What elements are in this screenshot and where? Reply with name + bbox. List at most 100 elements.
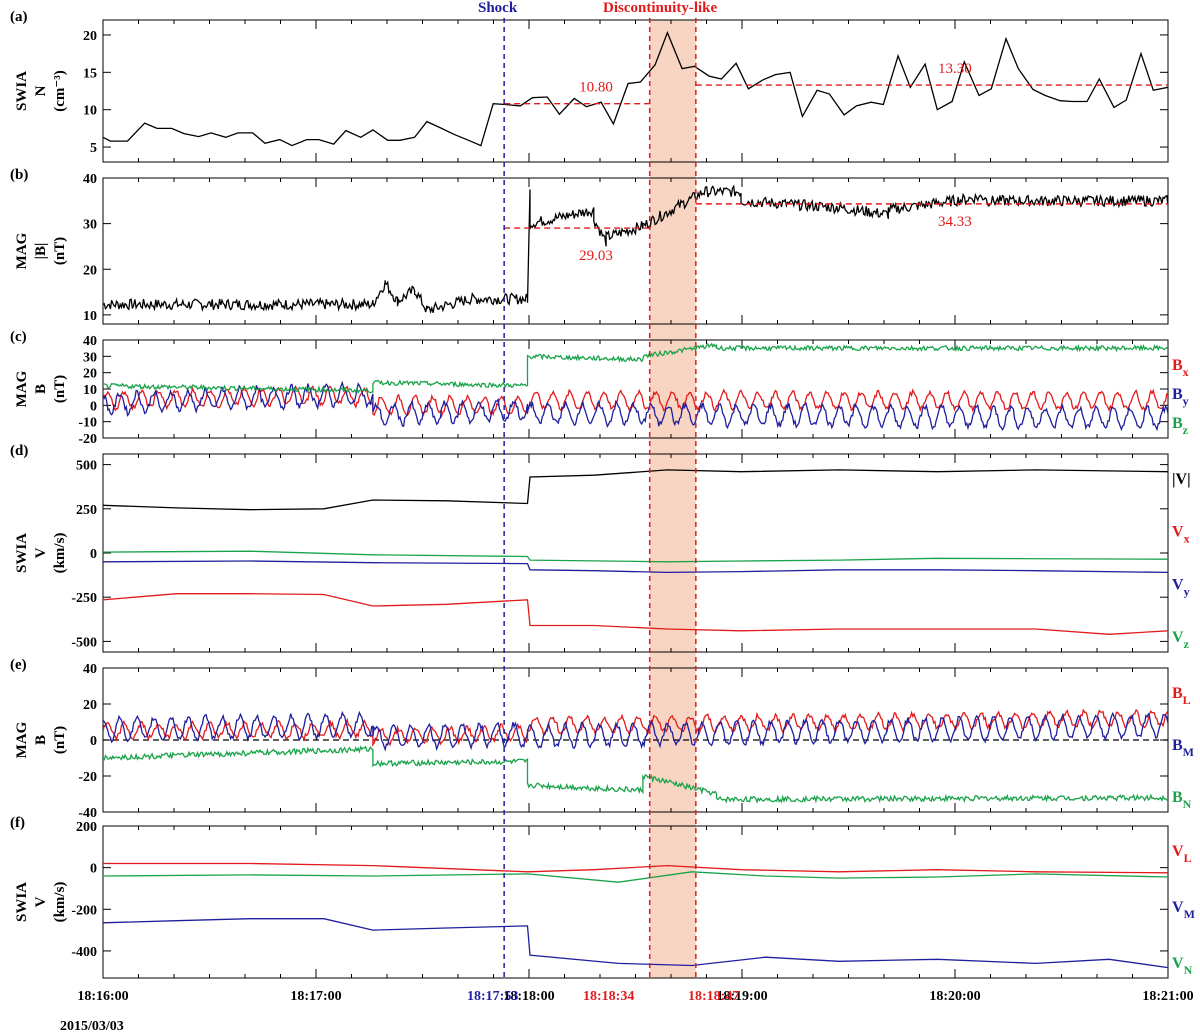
y-axis-label: (km/s) xyxy=(52,882,68,923)
legend-entry: Vy xyxy=(1172,576,1190,598)
panel-d: -500 -250 0 250 500 (d) SWIA V (km/s) |V| Vx Vy Vz xyxy=(10,443,1191,653)
y-tick-label: 250 xyxy=(76,503,97,518)
legend-entry: Bz xyxy=(1172,415,1189,437)
y-tick-label: 20 xyxy=(83,698,97,713)
series-line-v xyxy=(103,469,1168,511)
x-tick-label: 18:18:00 xyxy=(503,989,554,1004)
y-axis-label: MAG xyxy=(14,370,30,407)
legend-entry: Bx xyxy=(1172,357,1189,379)
mean-value-label: 10.80 xyxy=(579,80,613,96)
series-line-bz xyxy=(103,342,1168,395)
legend-entry: Vx xyxy=(1172,524,1190,546)
panel-letter: (c) xyxy=(10,329,27,345)
series-line-main xyxy=(103,30,1168,147)
y-tick-label: -200 xyxy=(71,903,97,918)
y-tick-label: 40 xyxy=(83,334,97,349)
y-axis-label: V xyxy=(33,896,49,907)
y-tick-label: 500 xyxy=(76,459,97,474)
discontinuity-shade xyxy=(649,20,696,978)
date-label: 2015/03/03 xyxy=(60,1019,124,1034)
y-tick-label: -40 xyxy=(78,806,97,821)
legend-entry: |V| xyxy=(1172,471,1191,488)
y-axis-label: (nT) xyxy=(52,726,68,754)
shock-time-label: 18:17:53 xyxy=(467,989,518,1004)
y-axis-label: MAG xyxy=(14,232,30,269)
y-tick-label: 5 xyxy=(90,141,97,156)
panel-f: -400 -200 0 200 (f) SWIA V (km/s) VL VM VN xyxy=(10,815,1195,979)
shock-label: Shock xyxy=(478,0,518,16)
series-line-bn xyxy=(103,745,1168,804)
y-tick-label: 20 xyxy=(83,263,97,278)
y-axis-label: V xyxy=(33,547,49,558)
y-tick-label: -10 xyxy=(78,416,97,431)
x-tick-label: 18:21:00 xyxy=(1142,989,1193,1004)
panel-frame xyxy=(102,177,1169,325)
x-tick-label: 18:16:00 xyxy=(77,989,128,1004)
y-axis-label: (cm⁻³) xyxy=(52,70,68,112)
discontinuity-end-time-label: 18:18:47 xyxy=(688,989,739,1004)
series-line-vz xyxy=(103,550,1168,563)
discontinuity-label: Discontinuity-like xyxy=(603,0,718,16)
legend-entry: By xyxy=(1172,386,1189,408)
discontinuity-start-time-label: 18:18:34 xyxy=(583,989,634,1004)
x-tick-label: 18:20:00 xyxy=(929,989,980,1004)
y-tick-label: 30 xyxy=(83,350,97,365)
y-tick-label: 0 xyxy=(90,862,97,877)
y-tick-label: 0 xyxy=(90,547,97,562)
series-line-vx xyxy=(103,593,1168,635)
series-line-bl xyxy=(103,708,1168,748)
legend-entry: BL xyxy=(1172,685,1191,707)
legend-entry: Vz xyxy=(1172,629,1190,651)
panel-frame xyxy=(102,825,1169,979)
y-axis-label: MAG xyxy=(14,721,30,758)
panel-a: 5 10 15 20 (a) SWIA N (cm⁻³) 10.80 13.30 xyxy=(10,9,1169,163)
x-tick-label: 18:17:00 xyxy=(290,989,341,1004)
y-axis-label: SWIA xyxy=(14,533,30,573)
y-axis-label: B xyxy=(33,735,49,745)
series-line-vy xyxy=(103,560,1168,574)
y-tick-label: 40 xyxy=(83,662,97,677)
legend-entry: BN xyxy=(1172,789,1192,811)
legend-entry: VL xyxy=(1172,843,1192,865)
y-axis-label: (nT) xyxy=(52,237,68,265)
y-tick-label: 20 xyxy=(83,367,97,382)
y-axis-label: B xyxy=(33,384,49,394)
panel-letter: (b) xyxy=(10,167,28,183)
y-axis-label: (km/s) xyxy=(52,533,68,574)
legend-entry: VM xyxy=(1172,899,1195,921)
y-tick-label: 10 xyxy=(83,383,97,398)
series-line-main xyxy=(103,184,1168,315)
y-axis-label: |B| xyxy=(33,243,49,260)
y-axis-label: N xyxy=(33,85,49,96)
y-tick-label: 10 xyxy=(83,104,97,119)
y-tick-label: -500 xyxy=(71,635,97,650)
legend-entry: VN xyxy=(1172,955,1193,977)
y-tick-label: -250 xyxy=(71,591,97,606)
panel-letter: (f) xyxy=(10,815,25,831)
y-tick-label: 40 xyxy=(83,172,97,187)
mean-value-label: 29.03 xyxy=(579,248,613,264)
y-tick-label: -400 xyxy=(71,945,97,960)
series-line-by xyxy=(103,380,1168,432)
series-line-vl xyxy=(103,862,1168,874)
y-tick-label: -20 xyxy=(78,770,97,785)
panel-frame xyxy=(102,453,1169,653)
y-axis-label: SWIA xyxy=(14,882,30,922)
mean-value-label: 34.33 xyxy=(938,214,972,230)
y-tick-label: 0 xyxy=(90,399,97,414)
y-axis-label: SWIA xyxy=(14,71,30,111)
y-axis-label: (nT) xyxy=(52,375,68,403)
y-tick-label: 10 xyxy=(83,309,97,324)
y-tick-label: 15 xyxy=(83,66,97,81)
panel-letter: (a) xyxy=(10,9,28,25)
mean-value-label: 13.30 xyxy=(938,61,972,77)
y-tick-label: 200 xyxy=(76,820,97,835)
x-tick-label: 18:19:00 xyxy=(716,989,767,1004)
series-line-vn xyxy=(103,871,1168,883)
panel-b: 10 20 30 40 (b) MAG |B| (nT) 29.03 34.33 xyxy=(10,167,1169,325)
panel-letter: (e) xyxy=(10,657,27,673)
y-tick-label: 20 xyxy=(83,29,97,44)
series-line-bm xyxy=(103,710,1168,752)
